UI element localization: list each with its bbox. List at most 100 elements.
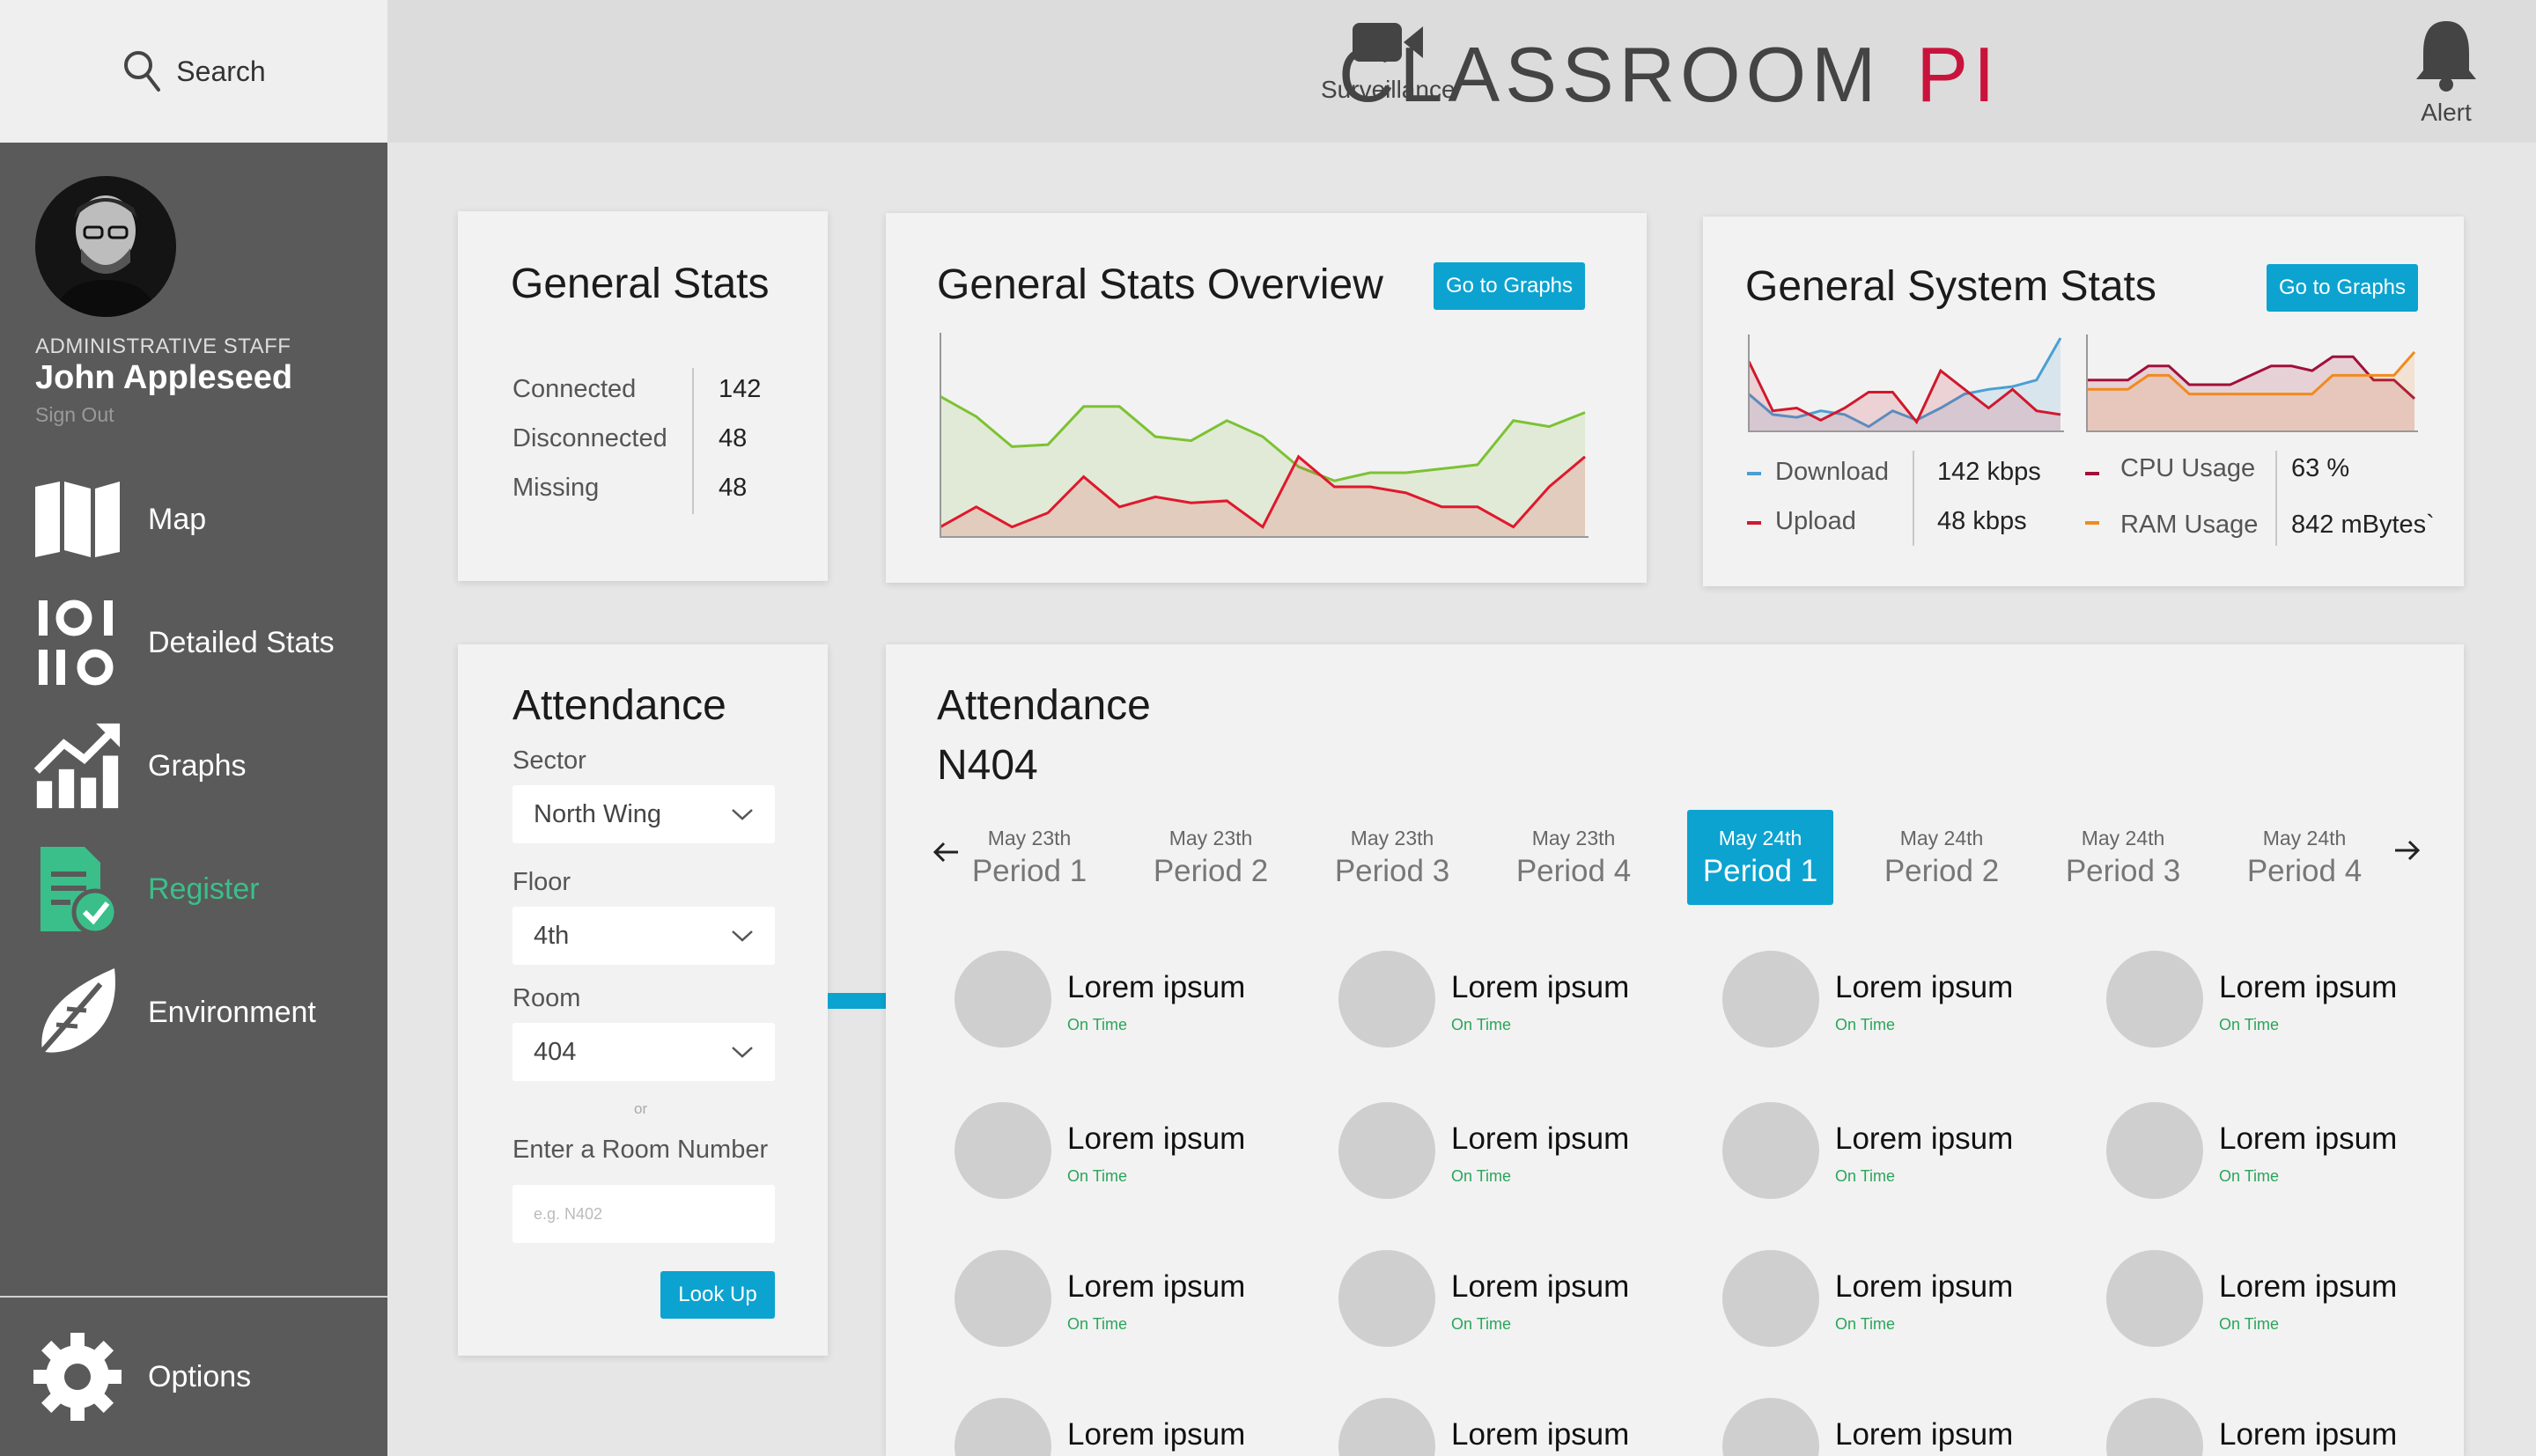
- tab-period[interactable]: May 24th Period 3: [2050, 810, 2196, 905]
- sidebar-item-map[interactable]: Map: [0, 467, 387, 572]
- tab-period[interactable]: May 23th Period 4: [1500, 810, 1647, 905]
- period-name: Period 3: [2065, 853, 2181, 888]
- student-name: Lorem ipsum: [1067, 1417, 1246, 1452]
- sidebar-item-graphs[interactable]: Graphs: [0, 713, 387, 819]
- period-name: Period 2: [1884, 853, 2000, 888]
- sidebar-item-register[interactable]: Register: [0, 836, 387, 942]
- sidebar-item-label: Options: [148, 1359, 252, 1393]
- sidebar-item-environment[interactable]: Environment: [0, 960, 387, 1065]
- header: CLASSROOM PI Surveillance Alert: [387, 0, 2536, 143]
- student-status: On Time: [1835, 1167, 1896, 1185]
- search-button[interactable]: Search: [0, 0, 387, 143]
- student-avatar: [955, 1250, 1051, 1347]
- tab-period[interactable]: May 24th Period 2: [1869, 810, 2015, 905]
- room-number-input[interactable]: e.g. N402: [512, 1185, 775, 1243]
- tab-period[interactable]: May 23th Period 2: [1138, 810, 1284, 905]
- tab-period[interactable]: May 24th Period 1: [1687, 810, 1833, 905]
- alert-button[interactable]: Alert: [2414, 18, 2478, 127]
- tab-period[interactable]: May 24th Period 4: [2231, 810, 2378, 905]
- student-name: Lorem ipsum: [2219, 1269, 2398, 1304]
- ram-value: 842 mBytes`: [2291, 511, 2435, 539]
- room-number-label: Enter a Room Number: [512, 1136, 769, 1164]
- series-area: [1749, 361, 2060, 431]
- student-name: Lorem ipsum: [1835, 1121, 2014, 1156]
- period-date: May 24th: [2262, 826, 2347, 849]
- download-label: Download: [1775, 458, 1889, 486]
- period-name: Period 2: [1153, 853, 1269, 888]
- student-avatar: [955, 1102, 1051, 1199]
- room-name: N404: [937, 742, 1038, 789]
- network-chart: [1747, 335, 2064, 432]
- student-avatar: [1338, 1102, 1435, 1199]
- student-avatar: [2106, 1250, 2203, 1347]
- sidebar-item-options[interactable]: Options: [0, 1324, 387, 1430]
- sidebar-item-label: Map: [148, 502, 207, 536]
- student-card[interactable]: Lorem ipsum On Time: [1338, 951, 1673, 1056]
- avatar: [35, 176, 176, 317]
- floor-label: Floor: [512, 868, 571, 896]
- chart-axis: [2086, 335, 2418, 432]
- tab-period[interactable]: May 23th Period 3: [1319, 810, 1465, 905]
- period-date: May 24th: [2081, 826, 2165, 849]
- sign-out-link[interactable]: Sign Out: [35, 403, 114, 426]
- chevron-down-icon: [732, 930, 753, 942]
- search-label: Search: [176, 55, 266, 87]
- arrow-left-icon[interactable]: [932, 842, 960, 863]
- period-name: Period 1: [971, 853, 1087, 888]
- floor-value: 4th: [534, 921, 570, 950]
- room-select[interactable]: 404: [512, 1023, 775, 1081]
- card-title: General System Stats: [1745, 263, 2156, 310]
- floor-select[interactable]: 4th: [512, 907, 775, 965]
- go-to-graphs-button[interactable]: Go to Graphs: [1434, 262, 1585, 310]
- sidebar: Search ADMINISTRATIVE STAFF John Applese…: [0, 0, 387, 1456]
- logo-main: CLASSROOM: [1338, 31, 1882, 118]
- sector-select[interactable]: North Wing: [512, 785, 775, 843]
- surveillance-button[interactable]: Surveillance: [1321, 16, 1456, 104]
- student-avatar: [1722, 951, 1819, 1048]
- sidebar-item-label: Graphs: [148, 748, 247, 783]
- attendance-panel: Attendance N404 May 23th Period 1 May 23th…: [886, 644, 2464, 1456]
- student-avatar: [1722, 1250, 1819, 1347]
- student-name: Lorem ipsum: [2219, 1121, 2398, 1156]
- stats-overview-card: General Stats Overview Go to Graphs: [886, 213, 1647, 583]
- arrow-right-icon[interactable]: [2393, 840, 2422, 861]
- student-name: Lorem ipsum: [1451, 970, 1630, 1004]
- stat-value: 48: [719, 474, 748, 502]
- student-card[interactable]: Lorem ipsum On Time: [1722, 1102, 2057, 1208]
- student-name: Lorem ipsum: [1451, 1269, 1630, 1304]
- period-name: Period 4: [2246, 853, 2363, 888]
- sidebar-item-label: Environment: [148, 995, 316, 1029]
- go-to-graphs-button[interactable]: Go to Graphs: [2267, 264, 2418, 312]
- divider: [1913, 451, 1914, 546]
- period-name: Period 1: [1702, 853, 1818, 888]
- series-line: [940, 395, 1586, 482]
- tab-period[interactable]: May 23th Period 1: [956, 810, 1102, 905]
- logo-accent: PI: [1916, 31, 2001, 118]
- series-line: [1747, 360, 2061, 425]
- camera-icon: [1353, 23, 1424, 62]
- student-status: On Time: [1835, 1016, 1896, 1033]
- detailed-stats-icon: [33, 599, 122, 687]
- student-status: On Time: [1451, 1016, 1512, 1033]
- sidebar-item-detailed-stats[interactable]: Detailed Stats: [0, 590, 387, 695]
- student-avatar: [955, 951, 1051, 1048]
- attendance-form-card: Attendance Sector North Wing Floor 4th R…: [458, 644, 828, 1356]
- panel-title: Attendance: [937, 682, 1151, 729]
- sector-value: North Wing: [534, 799, 662, 828]
- look-up-button[interactable]: Look Up: [660, 1271, 775, 1319]
- general-stats-card: General Stats Connected 142 Disconnected…: [458, 211, 828, 581]
